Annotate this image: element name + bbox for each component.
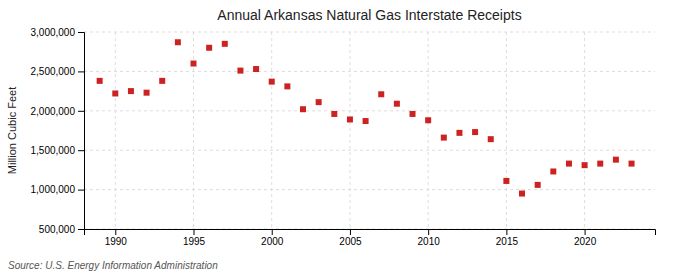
grid-line-y [84,32,655,33]
plot-area: 1990 1995 2000 2005 2010 2015 2020 500,000 1,000… [31,27,656,247]
x-tick-label: 1990 [105,236,128,247]
y-tick: 500,000 [39,224,84,235]
x-tick-mark [428,229,429,235]
point [97,78,103,84]
point [300,106,306,112]
grid [84,32,655,229]
chart: 1990 1995 2000 2005 2010 2015 2020 500,000 1,000… [0,0,675,275]
x-tick-mark [194,229,195,235]
grid-line-y [84,189,655,190]
x-tick-label: 2000 [261,236,284,247]
point [629,161,635,167]
y-axis-line [78,33,85,230]
point [394,101,400,107]
y-tick-mark [78,71,84,72]
x-tick: 2000 [261,229,284,247]
point [144,90,150,96]
point [472,129,478,135]
point [237,68,243,74]
point [378,91,384,97]
point [582,162,588,168]
point [425,117,431,123]
y-tick-label: 1,500,000 [31,145,76,156]
point [316,99,322,105]
grid-line-x [584,32,585,229]
y-tick: 1,000,000 [31,184,85,195]
point [456,130,462,136]
x-tick-mark [585,229,586,235]
y-tick-mark [78,111,84,112]
points [97,39,635,196]
x-axis: 1990 1995 2000 2005 2010 2015 2020 [85,229,656,247]
point [269,79,275,85]
y-tick-label: 500,000 [39,224,76,235]
point [159,78,165,84]
point [488,136,494,142]
y-tick-mark [78,229,84,230]
grid-line-x [349,32,350,229]
y-tick: 2,000,000 [31,106,85,117]
point [191,61,197,67]
x-tick-label: 2020 [574,236,597,247]
point [112,90,118,96]
point [535,182,541,188]
x-tick-label: 1995 [183,236,206,247]
point [206,45,212,51]
y-axis-title: Million Cubic Feet [6,87,18,174]
y-tick: 3,000,000 [31,27,85,38]
point [410,111,416,117]
y-tick: 1,500,000 [31,145,85,156]
grid-line-y [84,71,655,72]
point [175,39,181,45]
y-tick-mark [78,32,84,33]
point [519,191,525,197]
point [331,111,337,117]
y-tick-mark [78,190,84,191]
grid-line-x [428,32,429,229]
y-tick-label: 2,000,000 [31,106,76,117]
grid-line-x [115,32,116,229]
point [441,135,447,141]
point [253,66,259,72]
x-tick-mark [272,229,273,235]
point [284,83,290,89]
point [222,41,228,47]
x-tick: 1995 [183,229,206,247]
point [128,88,134,94]
x-tick: 2010 [418,229,441,247]
x-tick: 1990 [105,229,128,247]
grid-line-x [271,32,272,229]
point [503,178,509,184]
y-axis: 500,000 1,000,000 1,500,000 2,000,000 2,500,… [31,27,85,235]
x-tick-mark [350,229,351,235]
point [347,116,353,122]
x-tick-label: 2015 [496,236,519,247]
grid-line-y [84,150,655,151]
x-tick-label: 2005 [339,236,362,247]
point [613,157,619,163]
grid-line-x [506,32,507,229]
x-axis-line [85,230,656,236]
annotation: Source: U.S. Energy Information Administ… [8,260,218,271]
point [566,161,572,167]
point [363,118,369,124]
y-tick: 2,500,000 [31,66,85,77]
x-tick-label: 2010 [418,236,441,247]
x-tick: 2005 [339,229,362,247]
point [597,161,603,167]
x-tick-mark [506,229,507,235]
x-tick-mark [115,229,116,235]
y-tick-label: 3,000,000 [31,27,76,38]
title: Annual Arkansas Natural Gas Interstate R… [217,7,521,23]
point [550,168,556,174]
x-tick: 2020 [574,229,597,247]
y-tick-label: 1,000,000 [31,184,76,195]
y-tick-label: 2,500,000 [31,66,76,77]
y-tick-mark [78,150,84,151]
x-tick: 2015 [496,229,519,247]
grid-line-y [84,110,655,111]
